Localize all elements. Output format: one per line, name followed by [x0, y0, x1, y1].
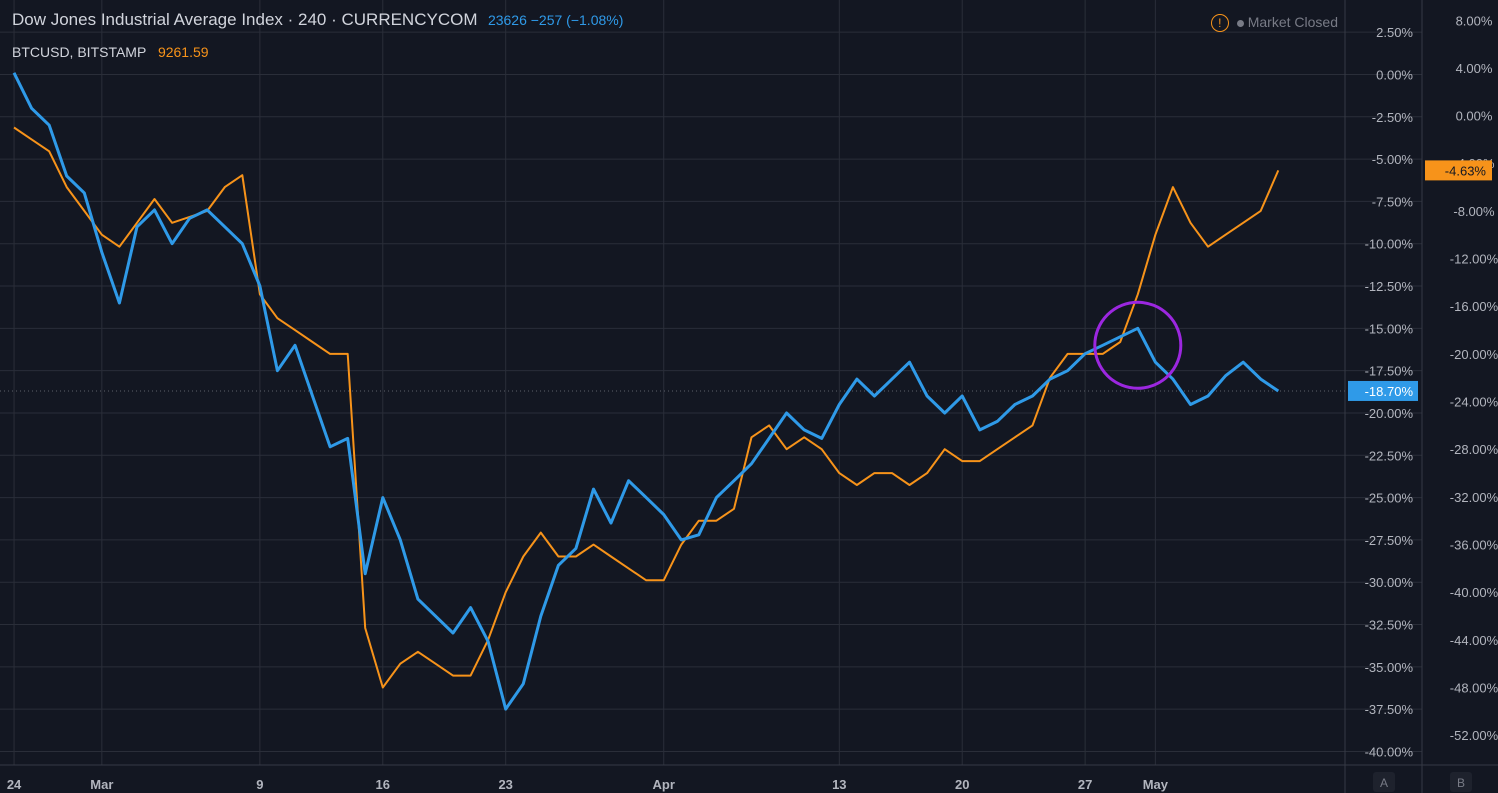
left-axis-tick-label: -2.50% — [1372, 110, 1414, 125]
left-axis-tick-label: -17.50% — [1365, 364, 1414, 379]
x-axis[interactable]: 24 Mar 9 16 23 Apr 13 20 27 May A B — [7, 772, 1472, 792]
axis-mode-button[interactable] — [1373, 772, 1395, 792]
last-value-tags: -18.70% -4.63% — [1348, 160, 1492, 401]
x-axis-tick-label: 23 — [498, 777, 512, 792]
right-axis-tick-label: -8.00% — [1453, 204, 1495, 219]
right-axis-tick-label: -24.00% — [1450, 395, 1498, 410]
left-axis-tick-label: -27.50% — [1365, 533, 1414, 548]
right-axis-tick-label: -36.00% — [1450, 538, 1498, 553]
left-axis-tick-label: -25.00% — [1365, 491, 1414, 506]
btc-price: 9261.59 — [157, 44, 209, 60]
left-axis-tick-label: -35.00% — [1365, 660, 1414, 675]
btc-line[interactable] — [13, 126, 1280, 689]
btc-last-value-label: -4.63% — [1445, 163, 1487, 178]
right-axis-tick-label: -48.00% — [1450, 681, 1498, 696]
left-axis-tick-label: -10.00% — [1365, 237, 1414, 252]
btc-label[interactable]: BTCUSD, BITSTAMP — [12, 44, 147, 60]
left-axis-tick-label: -40.00% — [1365, 744, 1414, 759]
axis-mode-button[interactable] — [1450, 772, 1472, 792]
left-axis-tick-label: -37.50% — [1365, 702, 1414, 717]
right-axis-tick-label: -20.00% — [1450, 347, 1498, 362]
left-axis[interactable]: 2.50% 0.00% -2.50% -5.00% -7.50% -10.00% -12.5… — [1365, 25, 1414, 759]
x-axis-tick-label: 13 — [832, 777, 846, 792]
right-axis-tick-label: -16.00% — [1450, 299, 1498, 314]
dow-last-value-tag — [1348, 380, 1418, 401]
right-axis[interactable]: 8.00%4.00%0.00%-4.00%-8.00%-12.00%-16.00… — [1450, 13, 1498, 743]
right-axis-tick-label: -40.00% — [1450, 585, 1498, 600]
warning-icon[interactable]: ! — [1210, 14, 1229, 33]
right-axis-tick-label: -12.00% — [1450, 252, 1498, 267]
highlight-layer — [1093, 300, 1183, 390]
dow-line[interactable] — [12, 72, 1280, 711]
right-axis-tick-label: 0.00% — [1456, 109, 1493, 124]
left-axis-tick-label: -30.00% — [1365, 575, 1414, 590]
x-axis-tick-label: Apr — [653, 777, 675, 792]
x-axis-tick-label: 9 — [256, 777, 263, 792]
left-axis-tick-label: -12.50% — [1365, 279, 1414, 294]
dow-last-value-label: -18.70% — [1365, 384, 1414, 399]
dow-values: 23626 −257 (−1.08%) — [487, 12, 624, 28]
x-axis-tick-label: 16 — [376, 777, 390, 792]
left-axis-tick-label: 0.00% — [1376, 67, 1413, 82]
left-axis-tick-label: 2.50% — [1376, 25, 1413, 40]
status-dot-icon — [1236, 19, 1244, 27]
right-axis-tick-label: -32.00% — [1450, 490, 1498, 505]
left-axis-tick-label: -15.00% — [1365, 321, 1414, 336]
highlight-circle — [1093, 300, 1183, 390]
right-axis-tick-label: 8.00% — [1456, 13, 1493, 28]
btc-last-value-tag — [1425, 160, 1492, 181]
left-axis-tick-label: -20.00% — [1365, 406, 1414, 421]
axis-mode-label: B — [1457, 776, 1465, 790]
left-axis-tick-label: -5.00% — [1372, 152, 1414, 167]
right-axis-tick-label: -28.00% — [1450, 442, 1498, 457]
left-axis-tick-label: -22.50% — [1365, 448, 1414, 463]
x-axis-tick-label: 27 — [1078, 777, 1092, 792]
series-layer — [12, 72, 1280, 711]
btc-legend: BTCUSD, BITSTAMP 9261.59 — [12, 44, 209, 60]
right-axis-tick-label: -52.00% — [1450, 728, 1498, 743]
x-axis-tick-label: 20 — [955, 777, 969, 792]
dow-title[interactable]: Dow Jones Industrial Average Index · 240… — [12, 10, 478, 29]
x-axis-tick-label: May — [1143, 777, 1169, 792]
left-axis-tick-label: -7.50% — [1372, 194, 1414, 209]
x-axis-tick-label: Mar — [90, 777, 113, 792]
market-status: ! Market Closed — [1210, 14, 1338, 33]
x-axis-tick-label: 24 — [7, 777, 22, 792]
axis-mode-label: A — [1380, 776, 1388, 790]
right-axis-tick-label: 4.00% — [1456, 61, 1493, 76]
chart-header: Dow Jones Industrial Average Index · 240… — [12, 10, 623, 30]
left-axis-tick-label: -32.50% — [1365, 618, 1414, 633]
market-status-label: Market Closed — [1247, 14, 1338, 30]
right-axis-tick-label: -44.00% — [1450, 633, 1498, 648]
